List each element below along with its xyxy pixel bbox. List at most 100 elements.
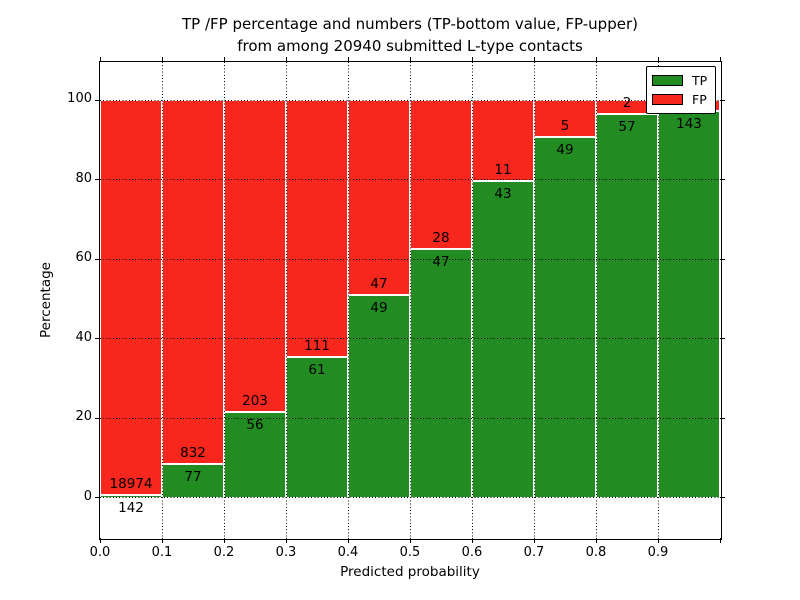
y-tick-left bbox=[95, 497, 100, 499]
x-tick-top bbox=[533, 57, 535, 62]
legend-tp-label: TP bbox=[692, 73, 708, 88]
x-tick-bottom bbox=[533, 538, 535, 543]
x-axis-label: Predicted probability bbox=[340, 564, 480, 580]
y-tick-right bbox=[720, 258, 725, 260]
x-tick-top bbox=[161, 57, 163, 62]
y-tick-label: 40 bbox=[75, 329, 92, 345]
x-tick-top bbox=[471, 57, 473, 62]
fp-count-label-bin-8: 2 bbox=[622, 94, 632, 111]
fp-bar-bin-6 bbox=[472, 100, 534, 182]
legend: TP FP bbox=[646, 66, 716, 114]
x-tick-bottom bbox=[409, 538, 411, 543]
x-tick-label: 0.6 bbox=[461, 545, 483, 560]
legend-item-fp: FP bbox=[652, 90, 715, 109]
gridline-vertical bbox=[409, 62, 411, 538]
fp-count-label-bin-6: 11 bbox=[494, 162, 512, 179]
tp-count-label-bin-4: 49 bbox=[370, 299, 388, 316]
x-tick-label: 0.2 bbox=[213, 545, 235, 560]
gridline-vertical bbox=[285, 62, 287, 538]
y-tick-right bbox=[720, 417, 725, 419]
gridline-horizontal bbox=[100, 99, 720, 101]
tp-count-label-bin-5: 47 bbox=[432, 253, 450, 270]
gridline-horizontal bbox=[100, 179, 720, 181]
fp-bar-bin-2 bbox=[224, 100, 286, 412]
tp-count-label-bin-0: 142 bbox=[118, 499, 144, 516]
fp-count-label-bin-3: 111 bbox=[304, 337, 330, 354]
y-tick-left bbox=[95, 179, 100, 181]
y-tick-left bbox=[95, 417, 100, 419]
y-tick-right bbox=[720, 99, 725, 101]
gridline-vertical bbox=[657, 62, 659, 538]
gridline-vertical bbox=[533, 62, 535, 538]
x-tick-bottom bbox=[719, 538, 721, 543]
tp-count-label-bin-3: 61 bbox=[308, 361, 326, 378]
axes-frame bbox=[98, 60, 722, 540]
x-tick-bottom bbox=[161, 538, 163, 543]
y-tick-left bbox=[95, 99, 100, 101]
x-tick-bottom bbox=[595, 538, 597, 543]
y-tick-left bbox=[95, 338, 100, 340]
tp-bar-bin-4 bbox=[348, 294, 410, 498]
legend-item-tp: TP bbox=[652, 71, 715, 90]
y-tick-right bbox=[720, 497, 725, 499]
x-tick-top bbox=[719, 57, 721, 62]
fp-count-label-bin-2: 203 bbox=[242, 392, 268, 409]
x-tick-label: 0.0 bbox=[89, 545, 111, 560]
gridline-horizontal bbox=[100, 258, 720, 260]
tp-bar-bin-6 bbox=[472, 181, 534, 498]
tp-count-label-bin-6: 43 bbox=[494, 186, 512, 203]
x-tick-top bbox=[99, 57, 101, 62]
tp-bar-bin-5 bbox=[410, 248, 472, 498]
fp-count-label-bin-7: 5 bbox=[560, 117, 570, 134]
gridline-vertical bbox=[595, 62, 597, 538]
tp-count-label-bin-7: 49 bbox=[556, 141, 574, 158]
tp-bar-bin-3 bbox=[286, 356, 348, 498]
x-tick-top bbox=[223, 57, 225, 62]
fp-count-label-bin-1: 832 bbox=[180, 445, 206, 462]
x-tick-top bbox=[409, 57, 411, 62]
x-tick-top bbox=[347, 57, 349, 62]
gridline-vertical bbox=[347, 62, 349, 538]
tp-bar-bin-7 bbox=[534, 136, 596, 498]
y-tick-right bbox=[720, 179, 725, 181]
gridline-horizontal bbox=[100, 497, 720, 499]
y-tick-label: 20 bbox=[75, 409, 92, 425]
y-axis-label: Percentage bbox=[38, 262, 54, 338]
x-tick-bottom bbox=[471, 538, 473, 543]
x-tick-bottom bbox=[285, 538, 287, 543]
tp-count-label-bin-8: 57 bbox=[618, 118, 636, 135]
fp-count-label-bin-0: 18974 bbox=[109, 475, 153, 492]
fp-bar-bin-4 bbox=[348, 100, 410, 295]
x-tick-bottom bbox=[223, 538, 225, 543]
fp-count-label-bin-5: 28 bbox=[432, 229, 450, 246]
fp-bar-bin-3 bbox=[286, 100, 348, 357]
x-tick-bottom bbox=[99, 538, 101, 543]
y-tick-left bbox=[95, 258, 100, 260]
x-tick-label: 0.5 bbox=[399, 545, 421, 560]
tp-count-label-bin-9: 143 bbox=[676, 115, 702, 132]
y-tick-label: 80 bbox=[75, 170, 92, 186]
gridline-vertical bbox=[223, 62, 225, 538]
x-tick-label: 0.3 bbox=[275, 545, 297, 560]
x-tick-bottom bbox=[347, 538, 349, 543]
chart-title-line1: TP /FP percentage and numbers (TP-bottom… bbox=[182, 15, 638, 33]
gridline-horizontal bbox=[100, 338, 720, 340]
legend-fp-swatch bbox=[652, 94, 683, 105]
y-tick-right bbox=[720, 338, 725, 340]
fp-bar-bin-5 bbox=[410, 100, 472, 249]
y-tick-label: 0 bbox=[83, 488, 92, 504]
tp-bar-bin-1 bbox=[162, 464, 224, 498]
x-tick-label: 0.7 bbox=[523, 545, 545, 560]
tp-bar-bin-9 bbox=[658, 110, 720, 498]
gridline-horizontal bbox=[100, 417, 720, 419]
x-tick-bottom bbox=[657, 538, 659, 543]
x-tick-top bbox=[657, 57, 659, 62]
x-tick-top bbox=[595, 57, 597, 62]
chart-title: TP /FP percentage and numbers (TP-bottom… bbox=[110, 13, 710, 57]
x-tick-top bbox=[285, 57, 287, 62]
fp-count-label-bin-4: 47 bbox=[370, 275, 388, 292]
legend-tp-swatch bbox=[652, 75, 683, 86]
tp-count-label-bin-2: 56 bbox=[246, 416, 264, 433]
gridline-vertical bbox=[471, 62, 473, 538]
x-tick-label: 0.4 bbox=[337, 545, 359, 560]
